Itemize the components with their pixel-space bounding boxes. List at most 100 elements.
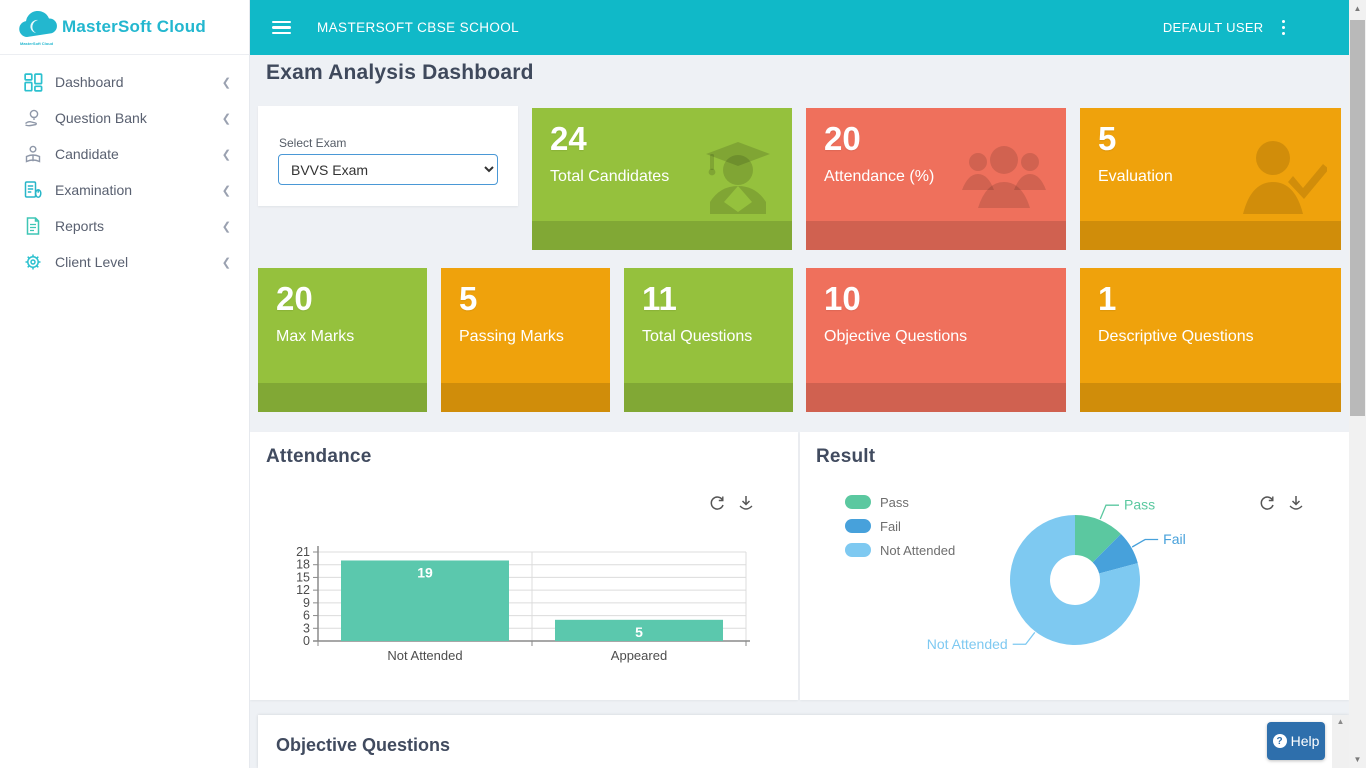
chevron-left-icon: ❮	[221, 184, 231, 197]
stat-value: 5	[1098, 120, 1117, 157]
donut-label-not-attended: Not Attended	[927, 636, 1008, 652]
sidebar-item-examination[interactable]: Examination ❮	[0, 172, 249, 208]
hamburger-menu-icon[interactable]	[272, 18, 291, 37]
chevron-left-icon: ❮	[221, 148, 231, 161]
stat-value: 11	[642, 280, 677, 317]
chevron-left-icon: ❮	[221, 256, 231, 269]
download-icon[interactable]	[737, 494, 755, 512]
topbar: MASTERSOFT CBSE SCHOOL DEFAULT USER	[250, 0, 1349, 55]
kebab-menu-icon[interactable]	[1280, 18, 1288, 38]
stat-value: 20	[824, 120, 861, 157]
school-name: MASTERSOFT CBSE SCHOOL	[317, 20, 520, 35]
attendance-title: Attendance	[266, 446, 372, 467]
attendance-panel: Attendance 0 3 6 9 12 15 18 21 19 Not Attended 5 Ap…	[250, 432, 798, 700]
help-button[interactable]: ? Help	[1267, 722, 1325, 760]
graduate-icon	[706, 142, 770, 214]
stat-card-attendance: 20 Attendance (%)	[806, 108, 1066, 250]
stat-card-total-candidates: 24 Total Candidates	[532, 108, 792, 250]
legend-label: Pass	[880, 494, 909, 510]
question-bank-icon	[22, 107, 44, 129]
stat-card-passing-marks: 5 Passing Marks	[441, 268, 610, 412]
scroll-down-icon[interactable]: ▼	[1353, 755, 1362, 764]
sidebar-item-label: Examination	[55, 182, 133, 198]
legend-item[interactable]: Not Attended	[845, 538, 955, 562]
legend-swatch	[845, 495, 871, 509]
donut-slice-pass	[1075, 515, 1121, 563]
main-content: Exam Analysis Dashboard Select Exam BVVS…	[250, 55, 1349, 768]
result-donut-chart: Pass Fail Not Attended	[927, 497, 1186, 652]
bar-appeared	[555, 619, 723, 641]
stat-value: 10	[824, 280, 861, 317]
legend-item[interactable]: Fail	[845, 514, 955, 538]
bar-value-label: 19	[417, 564, 433, 580]
sidebar-item-label: Question Bank	[55, 110, 147, 126]
cloud-logo-icon	[19, 10, 57, 37]
inner-scrollbar[interactable]: ▲	[1332, 715, 1349, 768]
sidebar-item-label: Dashboard	[55, 74, 124, 90]
scrollbar-thumb[interactable]	[1350, 20, 1365, 416]
donut-label-fail: Fail	[1163, 531, 1186, 547]
stat-label: Total Questions	[642, 328, 753, 345]
objective-questions-panel: Objective Questions ? Help ▲	[258, 715, 1349, 768]
users-icon	[962, 146, 1046, 208]
sidebar-item-reports[interactable]: Reports ❮	[0, 208, 249, 244]
stat-value: 5	[459, 280, 478, 317]
donut-label-pass: Pass	[1124, 497, 1155, 513]
bar-value-label: 5	[635, 624, 643, 640]
select-exam-label: Select Exam	[279, 136, 347, 150]
chevron-left-icon: ❮	[221, 76, 231, 89]
sidebar-item-question-bank[interactable]: Question Bank ❮	[0, 100, 249, 136]
user-menu[interactable]: DEFAULT USER	[1162, 20, 1264, 35]
exam-filter-card: Select Exam BVVS Exam	[258, 106, 518, 206]
examination-icon	[22, 179, 44, 201]
stat-label: Evaluation	[1098, 168, 1173, 185]
legend-swatch	[845, 519, 871, 533]
legend-item[interactable]: Pass	[845, 490, 955, 514]
stat-card-objective-questions: 10 Objective Questions	[806, 268, 1066, 412]
exam-select[interactable]: BVVS Exam	[278, 154, 498, 185]
sidebar-item-dashboard[interactable]: Dashboard ❮	[0, 64, 249, 100]
legend-label: Fail	[880, 518, 901, 534]
stat-value: 24	[550, 120, 587, 157]
dashboard-icon	[22, 71, 44, 93]
sidebar-item-client-level[interactable]: Client Level ❮	[0, 244, 249, 280]
brand-name: MasterSoft Cloud	[62, 17, 206, 36]
y-tick-label: 3	[303, 621, 310, 635]
stat-card-evaluation: 5 Evaluation	[1080, 108, 1341, 250]
page-title: Exam Analysis Dashboard	[266, 61, 534, 84]
download-icon[interactable]	[1287, 494, 1305, 512]
stat-value: 20	[276, 280, 313, 317]
y-tick-label: 6	[303, 609, 310, 623]
reports-icon	[22, 215, 44, 237]
y-tick-label: 15	[296, 570, 310, 584]
legend-swatch	[845, 543, 871, 557]
legend-label: Not Attended	[880, 542, 956, 558]
logo-area: MasterSoft Cloud MasterSoft Cloud	[0, 0, 249, 55]
user-check-icon	[1243, 141, 1327, 214]
chevron-left-icon: ❮	[221, 112, 231, 125]
stat-value: 1	[1098, 280, 1117, 317]
result-panel: Result Pass Fail Not Attended Pass Fail Not …	[800, 432, 1349, 700]
client-level-icon	[22, 251, 44, 273]
objective-questions-title: Objective Questions	[276, 735, 451, 755]
chevron-left-icon: ❮	[221, 220, 231, 233]
bar-not-attended	[341, 560, 509, 641]
scroll-up-icon[interactable]: ▲	[1336, 717, 1345, 726]
result-legend: Pass Fail Not Attended	[845, 490, 955, 562]
stat-label: Passing Marks	[459, 328, 564, 345]
sidebar-item-label: Candidate	[55, 146, 119, 162]
refresh-icon[interactable]	[1258, 494, 1276, 512]
stat-card-descriptive-questions: 1 Descriptive Questions	[1080, 268, 1341, 412]
scroll-up-icon[interactable]: ▲	[1353, 4, 1362, 13]
sidebar-item-candidate[interactable]: Candidate ❮	[0, 136, 249, 172]
refresh-icon[interactable]	[708, 494, 726, 512]
y-tick-label: 9	[303, 596, 310, 610]
stat-label: Total Candidates	[550, 168, 670, 185]
page-scrollbar[interactable]: ▲ ▼	[1349, 0, 1366, 768]
x-category-label: Not Attended	[387, 648, 462, 663]
y-tick-label: 12	[296, 583, 310, 597]
result-title: Result	[816, 446, 876, 467]
stat-label: Attendance (%)	[824, 168, 935, 185]
stat-label: Max Marks	[276, 328, 355, 345]
